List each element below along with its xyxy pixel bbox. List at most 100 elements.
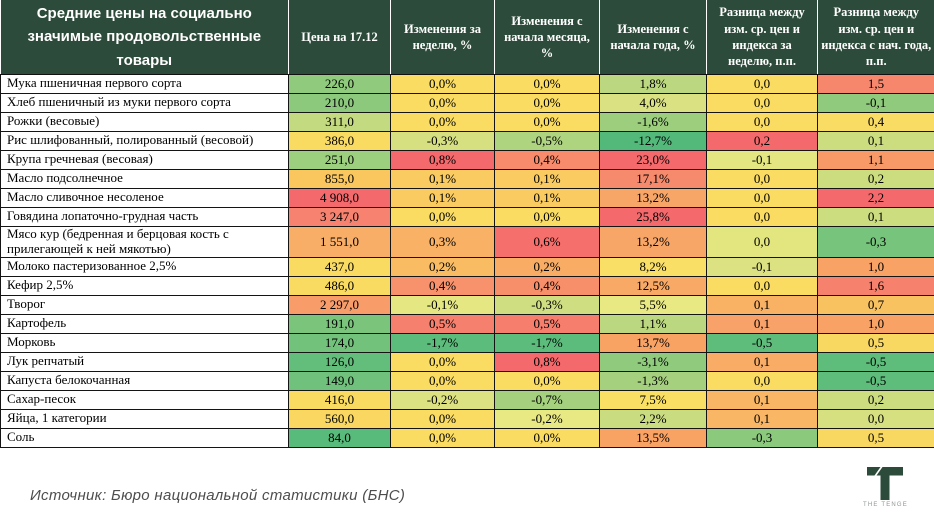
footer: Источник: Бюро национальной статистики (… [0, 466, 934, 519]
value-cell: -0,1% [390, 294, 495, 315]
product-name: Кефир 2,5% [0, 275, 289, 296]
logo-caption: THE TENGE [862, 501, 908, 508]
value-cell: 251,0 [288, 149, 391, 170]
value-cell: 0,5 [817, 332, 934, 353]
value-cell: 0,7 [817, 294, 934, 315]
value-cell: 0,4% [390, 275, 495, 296]
value-cell: -0,3% [494, 294, 600, 315]
product-name: Рожки (весовые) [0, 111, 289, 132]
value-cell: 0,8% [494, 351, 600, 372]
product-name: Масло подсолнечное [0, 168, 289, 189]
column-header: Изменения с начала месяца, % [494, 0, 600, 75]
product-name: Яйца, 1 категории [0, 408, 289, 429]
value-cell: 149,0 [288, 370, 391, 391]
value-cell: 0,4% [494, 149, 600, 170]
table-row: Крупа гречневая (весовая) 251,0 0,8% 0,4% 23… [0, 149, 934, 170]
product-name: Рис шлифованный, полированный (весовой) [0, 130, 289, 151]
product-name: Крупа гречневая (весовая) [0, 149, 289, 170]
table-row: Мука пшеничная первого сорта 226,0 0,0% 0,0… [0, 73, 934, 94]
value-cell: 0,4% [494, 275, 600, 296]
value-cell: 0,1 [706, 389, 818, 410]
header-row: Средние цены на социально значимые продо… [0, 0, 934, 75]
value-cell: -3,1% [599, 351, 707, 372]
value-cell: -0,2% [390, 389, 495, 410]
value-cell: 0,0% [390, 351, 495, 372]
table-header: Средние цены на социально значимые продо… [0, 0, 934, 75]
value-cell: -1,3% [599, 370, 707, 391]
value-cell: 0,0% [390, 408, 495, 429]
table-row: Масло сливочное несоленое 4 908,0 0,1% 0,1%… [0, 187, 934, 208]
value-cell: 4,0% [599, 92, 707, 113]
value-cell: 0,1% [390, 187, 495, 208]
value-cell: 437,0 [288, 256, 391, 277]
value-cell: 0,0% [494, 111, 600, 132]
value-cell: 0,1 [706, 408, 818, 429]
value-cell: -0,1 [706, 256, 818, 277]
value-cell: -0,5 [817, 370, 934, 391]
column-header: Разница между изм. ср. цен и индекса с н… [817, 0, 934, 75]
value-cell: 17,1% [599, 168, 707, 189]
table-row: Лук репчатый 126,0 0,0% 0,8% -3,1% 0,1 -0,5 [0, 351, 934, 372]
value-cell: 3 247,0 [288, 206, 391, 227]
value-cell: 0,0% [390, 370, 495, 391]
value-cell: 560,0 [288, 408, 391, 429]
product-name: Соль [0, 427, 289, 448]
table-row: Молоко пастеризованное 2,5% 437,0 0,2% 0,2%… [0, 256, 934, 277]
value-cell: 2 297,0 [288, 294, 391, 315]
value-cell: 0,0% [390, 111, 495, 132]
value-cell: -0,3% [390, 130, 495, 151]
column-header: Изменения с начала года, % [599, 0, 707, 75]
value-cell: 0,0% [390, 427, 495, 448]
value-cell: 5,5% [599, 294, 707, 315]
value-cell: 0,0 [706, 92, 818, 113]
value-cell: 1,0 [817, 313, 934, 334]
value-cell: 0,0% [390, 92, 495, 113]
value-cell: 1,6 [817, 275, 934, 296]
value-cell: -0,7% [494, 389, 600, 410]
value-cell: 2,2% [599, 408, 707, 429]
value-cell: 23,0% [599, 149, 707, 170]
product-name: Масло сливочное несоленое [0, 187, 289, 208]
value-cell: 0,0 [706, 187, 818, 208]
value-cell: 0,2 [817, 389, 934, 410]
value-cell: 0,0 [706, 225, 818, 258]
value-cell: 0,5 [817, 427, 934, 448]
table-title: Средние цены на социально значимые продо… [0, 0, 289, 75]
price-table: Средние цены на социально значимые продо… [0, 0, 934, 448]
table-row: Кефир 2,5% 486,0 0,4% 0,4% 12,5% 0,0 1,6 [0, 275, 934, 296]
value-cell: 0,0 [706, 275, 818, 296]
column-header: Разница между изм. ср. цен и индекса за … [706, 0, 818, 75]
value-cell: 1,1 [817, 149, 934, 170]
table-row: Мясо кур (бедренная и берцовая кость с п… [0, 225, 934, 258]
table-row: Масло подсолнечное 855,0 0,1% 0,1% 17,1% 0,0 0… [0, 168, 934, 189]
value-cell: 1 551,0 [288, 225, 391, 258]
value-cell: 0,2% [494, 256, 600, 277]
value-cell: 0,0% [494, 92, 600, 113]
value-cell: 4 908,0 [288, 187, 391, 208]
value-cell: 0,5% [390, 313, 495, 334]
value-cell: 0,0 [706, 168, 818, 189]
value-cell: 486,0 [288, 275, 391, 296]
table-row: Морковь 174,0 -1,7% -1,7% 13,7% -0,5 0,5 [0, 332, 934, 353]
value-cell: -1,7% [390, 332, 495, 353]
table-row: Яйца, 1 категории 560,0 0,0% -0,2% 2,2% 0,1 0,… [0, 408, 934, 429]
value-cell: 1,0 [817, 256, 934, 277]
table-row: Рис шлифованный, полированный (весовой) 3… [0, 130, 934, 151]
value-cell: 0,0 [706, 111, 818, 132]
value-cell: 386,0 [288, 130, 391, 151]
value-cell: 0,1% [494, 187, 600, 208]
value-cell: 855,0 [288, 168, 391, 189]
value-cell: -1,7% [494, 332, 600, 353]
value-cell: 0,1 [706, 351, 818, 372]
product-name: Хлеб пшеничный из муки первого сорта [0, 92, 289, 113]
value-cell: 311,0 [288, 111, 391, 132]
source-caption: Источник: Бюро национальной статистики (… [30, 486, 406, 504]
value-cell: 0,0% [494, 206, 600, 227]
value-cell: 7,5% [599, 389, 707, 410]
the-tenge-logo: THE TENGE [862, 466, 908, 508]
value-cell: -0,1 [817, 92, 934, 113]
value-cell: 0,2 [817, 168, 934, 189]
value-cell: 0,0 [706, 370, 818, 391]
value-cell: 12,5% [599, 275, 707, 296]
